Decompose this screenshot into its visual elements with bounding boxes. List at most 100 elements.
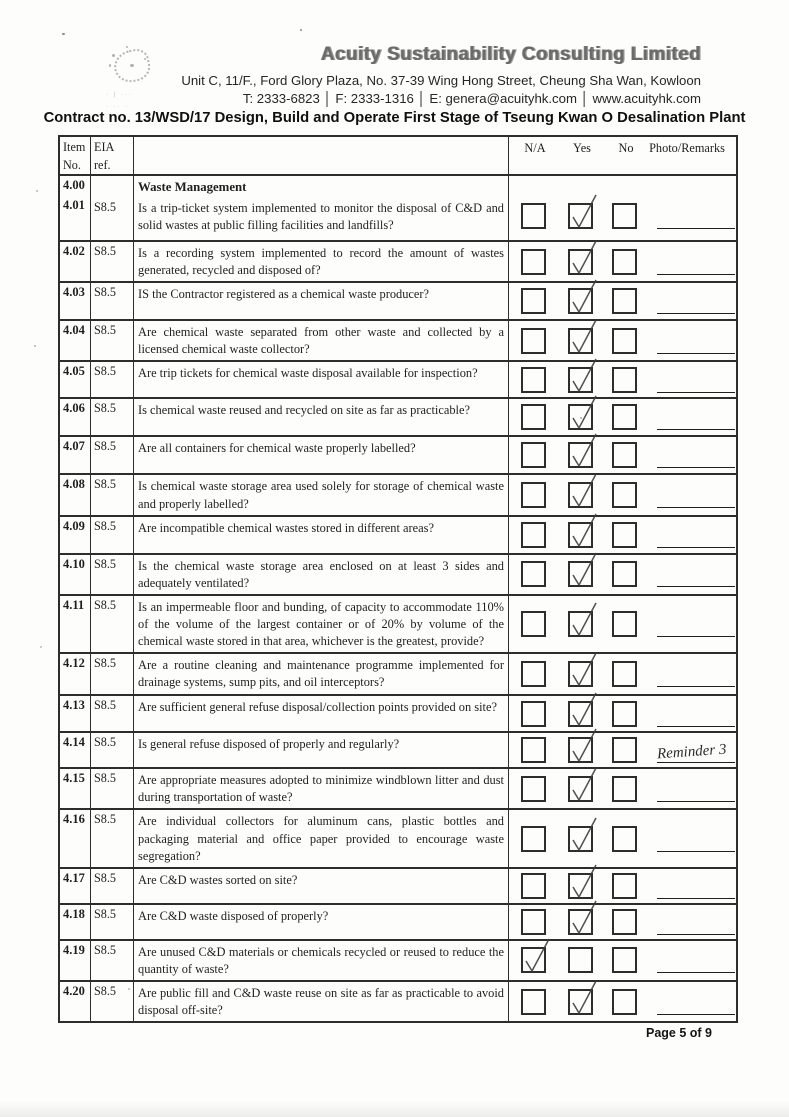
remarks-line[interactable]	[657, 1013, 735, 1015]
na-checkbox[interactable]	[521, 327, 546, 354]
remarks-line[interactable]	[657, 725, 735, 727]
remarks-line[interactable]	[657, 273, 735, 275]
yes-checkbox[interactable]	[568, 767, 597, 802]
na-checkbox[interactable]	[521, 737, 546, 764]
no-checkbox[interactable]	[612, 737, 637, 764]
yes-checkbox[interactable]	[568, 602, 597, 638]
yes-checkbox[interactable]	[568, 473, 597, 509]
answer-cell	[509, 692, 736, 731]
remarks-line[interactable]	[657, 507, 735, 509]
item-no-cell: 4.13	[60, 696, 91, 732]
yes-checkbox[interactable]	[568, 947, 593, 974]
remarks-line[interactable]	[657, 352, 735, 354]
item-no-cell: 4.20	[60, 981, 91, 1022]
no-checkbox[interactable]	[612, 288, 637, 315]
scan-speck	[40, 646, 42, 648]
na-checkbox[interactable]	[521, 611, 546, 638]
remarks-line[interactable]	[657, 546, 735, 548]
no-checkbox[interactable]	[612, 248, 637, 275]
item-no-cell: 4.03	[60, 283, 91, 320]
no-checkbox[interactable]	[612, 872, 637, 899]
yes-checkbox[interactable]	[568, 240, 597, 275]
na-checkbox[interactable]	[521, 366, 546, 393]
na-checkbox[interactable]	[521, 939, 550, 974]
na-checkbox[interactable]	[521, 825, 546, 852]
remarks-line[interactable]	[657, 313, 735, 315]
question-cell: Is chemical waste reused and recycled on…	[134, 399, 509, 436]
na-checkbox[interactable]	[521, 288, 546, 315]
na-checkbox[interactable]	[521, 442, 546, 469]
yes-checkbox[interactable]	[568, 728, 597, 764]
remarks-line[interactable]	[657, 897, 735, 899]
yes-checkbox[interactable]	[568, 194, 597, 229]
no-checkbox[interactable]	[612, 611, 637, 638]
na-checkbox[interactable]	[521, 482, 546, 509]
remarks-line[interactable]	[657, 933, 735, 935]
na-checkbox[interactable]	[521, 561, 546, 588]
question-cell: Are all containers for chemical waste pr…	[134, 437, 509, 474]
remarks-line[interactable]	[657, 586, 735, 588]
no-checkbox[interactable]	[612, 908, 637, 935]
table-row: 4.05 S8.5 Are trip tickets for chemical …	[60, 358, 736, 398]
remarks-line[interactable]: Reminder 3	[656, 742, 735, 764]
section-title: Waste Management	[138, 180, 247, 194]
remarks-line[interactable]	[657, 850, 735, 852]
no-checkbox[interactable]	[612, 442, 637, 469]
na-checkbox[interactable]	[521, 872, 546, 899]
remarks-line[interactable]	[657, 800, 735, 802]
no-checkbox[interactable]	[612, 366, 637, 393]
no-checkbox[interactable]	[612, 482, 637, 509]
no-checkbox[interactable]	[612, 404, 637, 431]
na-checkbox[interactable]	[521, 661, 546, 688]
no-checkbox[interactable]	[612, 700, 637, 727]
remarks-line[interactable]	[657, 228, 735, 229]
yes-checkbox[interactable]	[568, 319, 597, 354]
remarks-line[interactable]	[657, 391, 735, 393]
no-checkbox[interactable]	[612, 661, 637, 688]
no-checkbox[interactable]	[612, 521, 637, 548]
no-checkbox[interactable]	[612, 327, 637, 354]
yes-checkbox[interactable]	[568, 692, 597, 727]
yes-checkbox[interactable]	[568, 552, 597, 588]
remarks-line[interactable]	[657, 467, 735, 469]
na-checkbox[interactable]	[521, 404, 546, 431]
no-checkbox[interactable]	[612, 988, 637, 1015]
checkmark-icon	[572, 513, 597, 548]
table-row: 4.16 S8.5 Are individual collectors for …	[60, 808, 736, 867]
page-number: Page 5 of 9	[646, 1026, 712, 1040]
yes-checkbox[interactable]	[568, 900, 597, 935]
eia-ref-cell: S8.5	[91, 810, 134, 867]
eia-ref-cell: S8.5	[91, 654, 134, 695]
no-checkbox[interactable]	[612, 825, 637, 852]
na-checkbox[interactable]	[521, 775, 546, 802]
remarks-line[interactable]	[657, 972, 735, 974]
na-checkbox[interactable]	[521, 203, 546, 229]
table-row: 4.03 S8.5 IS the Contractor registered a…	[60, 279, 736, 320]
na-checkbox[interactable]	[521, 988, 546, 1015]
no-checkbox[interactable]	[612, 775, 637, 802]
yes-checkbox[interactable]	[568, 513, 597, 548]
yes-checkbox[interactable]	[568, 358, 597, 393]
eia-ref-cell: S8.5	[91, 940, 134, 980]
eia-ref-cell: S8.5	[91, 696, 134, 732]
na-checkbox[interactable]	[521, 700, 546, 727]
yes-checkbox[interactable]	[568, 652, 597, 688]
na-checkbox[interactable]	[521, 908, 546, 935]
na-checkbox[interactable]	[521, 521, 546, 548]
yes-checkbox[interactable]	[568, 279, 597, 315]
item-no-cell: 4.14	[60, 733, 91, 768]
eia-ref-cell: S8.5	[91, 904, 134, 939]
yes-checkbox[interactable]	[568, 396, 597, 431]
no-checkbox[interactable]	[612, 561, 637, 588]
no-checkbox[interactable]	[612, 947, 637, 974]
yes-checkbox[interactable]	[568, 864, 597, 899]
na-checkbox[interactable]	[521, 248, 546, 275]
yes-checkbox[interactable]	[568, 434, 597, 469]
question-cell: Are appropriate measures adopted to mini…	[134, 769, 509, 809]
remarks-line[interactable]	[657, 636, 735, 638]
yes-checkbox[interactable]	[568, 817, 597, 852]
no-checkbox[interactable]	[612, 203, 637, 229]
yes-checkbox[interactable]	[568, 980, 597, 1015]
remarks-line[interactable]	[657, 686, 735, 688]
remarks-line[interactable]	[657, 429, 735, 431]
